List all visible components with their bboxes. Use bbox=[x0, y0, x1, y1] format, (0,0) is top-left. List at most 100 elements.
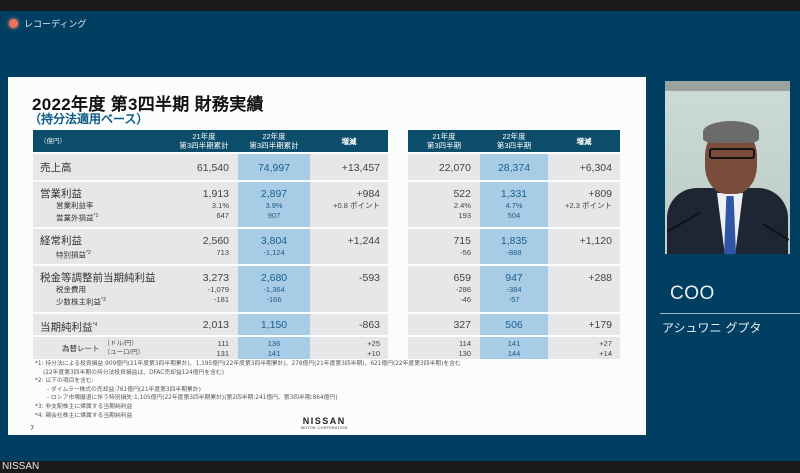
cell-value: 647 bbox=[216, 211, 229, 220]
top-bar bbox=[0, 0, 800, 11]
cell-value: 2.4% bbox=[453, 201, 471, 210]
cell-value: 3,804 bbox=[260, 235, 288, 247]
page-number: 7 bbox=[30, 424, 35, 432]
unit-label: （億円） bbox=[33, 130, 170, 153]
cell-value: 907 bbox=[267, 211, 281, 220]
cell-value: -166 bbox=[266, 295, 282, 304]
nissan-logo: NISSAN MOTOR CORPORATION bbox=[301, 417, 347, 431]
cell-value: 74,997 bbox=[257, 162, 291, 174]
cell-value: 111 bbox=[217, 339, 229, 348]
col-header-fy21-q3-cum: 21年度 第3四半期累計 bbox=[170, 130, 238, 153]
presentation-slide: 2022年度 第3四半期 財務実績 （持分法適用ベース） （億円） 21年度 第3… bbox=[8, 77, 646, 435]
row-label: 為替レート bbox=[62, 343, 100, 353]
footnote: *4: 親会社株主に帰属する当期純利益 bbox=[35, 412, 133, 419]
cell-value: +25 bbox=[367, 339, 380, 348]
col-header-fy21-q3: 21年度 第3四半期 bbox=[408, 130, 480, 153]
cell-value: -384 bbox=[506, 285, 522, 294]
cell-value: 2,897 bbox=[260, 188, 288, 200]
row-sublabel: 営業利益率 bbox=[56, 201, 94, 210]
cell-value: 61,540 bbox=[196, 162, 229, 174]
cell-value: 947 bbox=[505, 272, 523, 284]
speaker-video bbox=[665, 81, 790, 254]
cell-value: +14 bbox=[599, 349, 612, 358]
footnote: *1: 持分法による投資損益:909億円(21年度第3四半期累計)、1,195億… bbox=[35, 361, 461, 367]
cell-value: -56 bbox=[460, 248, 471, 257]
cell-value: 28,374 bbox=[497, 162, 531, 174]
cell-value: 2,560 bbox=[202, 235, 229, 247]
cell-value: 130 bbox=[458, 349, 471, 358]
glasses-icon bbox=[709, 148, 755, 159]
footnote: *3: 非支配株主に帰属する当期純利益 bbox=[35, 403, 133, 410]
cell-value: 504 bbox=[507, 211, 521, 220]
row-sublabel: 税金費用 bbox=[56, 285, 86, 294]
cell-value: +10 bbox=[367, 349, 380, 358]
footnote: - ダイムラー株式の売却益:761億円(21年度第3四半期累計) bbox=[47, 386, 201, 393]
row-sublabel: 特別損益*2 bbox=[56, 250, 91, 260]
table-row-sales: 22,070 28,374 +6,304 bbox=[408, 152, 620, 181]
cell-value: -181 bbox=[213, 295, 229, 304]
fx-usd-label: （ドル/円） bbox=[103, 340, 138, 347]
table-row-ordinary-profit: 715 -56 1,835 -888 +1,120 bbox=[408, 227, 620, 265]
table-header-row: （億円） 21年度 第3四半期累計 22年度 第3四半期累計 増減 bbox=[33, 130, 388, 153]
cell-value: -863 bbox=[358, 319, 380, 331]
fx-eur-label: （ユーロ/円） bbox=[103, 349, 145, 356]
cell-value: 141 bbox=[267, 349, 281, 358]
cell-value: 2,680 bbox=[260, 272, 288, 284]
cell-value: 1,835 bbox=[500, 235, 528, 247]
cell-value: 522 bbox=[453, 188, 471, 200]
cell-value: 131 bbox=[216, 349, 229, 358]
quarterly-results-table: 21年度 第3四半期 22年度 第3四半期 増減 22,070 28,374 +6,… bbox=[408, 130, 620, 359]
cell-value: 715 bbox=[453, 235, 471, 247]
row-label: 経常利益 bbox=[40, 235, 82, 247]
cell-value: +809 bbox=[588, 188, 612, 200]
cell-value: 2,013 bbox=[202, 319, 229, 331]
cell-value: +179 bbox=[588, 319, 612, 331]
table-header-row: 21年度 第3四半期 22年度 第3四半期 増減 bbox=[408, 130, 620, 153]
cell-value: 4.7% bbox=[505, 201, 523, 210]
cell-value: -46 bbox=[460, 295, 471, 304]
row-label: 当期純利益*4 bbox=[40, 321, 98, 334]
row-sublabel: 営業外損益*1 bbox=[56, 213, 99, 223]
slide-title: 2022年度 第3四半期 財務実績 bbox=[32, 95, 264, 114]
cell-value: +288 bbox=[588, 272, 612, 284]
table-row-net-income: 327 506 +179 bbox=[408, 312, 620, 336]
cell-value: +1,120 bbox=[579, 235, 612, 247]
row-label: 税金等調整前当期純利益 bbox=[40, 272, 156, 284]
cell-value: -593 bbox=[358, 272, 380, 284]
cell-value: 713 bbox=[216, 248, 229, 257]
cell-value: +0.8 ポイント bbox=[333, 201, 380, 210]
speaker-role: COO bbox=[670, 283, 715, 304]
cell-value: +2.3 ポイント bbox=[565, 201, 612, 210]
table-row-fx-rate: 為替レート （ドル/円） （ユーロ/円） 111 131 136 141 +25… bbox=[33, 335, 388, 359]
logo-subtext: MOTOR CORPORATION bbox=[301, 426, 348, 430]
table-row-pretax-income: 659 -286 -46 947 -384 -57 +288 bbox=[408, 264, 620, 313]
cell-value: 114 bbox=[459, 339, 471, 348]
cell-value: +984 bbox=[356, 188, 380, 200]
bottom-label: NISSAN bbox=[2, 461, 40, 472]
cell-value: 3,273 bbox=[202, 272, 229, 284]
col-header-change: 増減 bbox=[548, 130, 620, 153]
cell-value: 136 bbox=[267, 339, 281, 348]
cell-value: 1,150 bbox=[260, 319, 288, 331]
row-sublabel: 少数株主利益*3 bbox=[56, 297, 106, 307]
cell-value: +13,457 bbox=[341, 162, 380, 174]
footnote: *2: 以下の項目を含む: bbox=[35, 378, 94, 385]
cell-value: 659 bbox=[453, 272, 471, 284]
cell-value: -1,364 bbox=[263, 285, 285, 294]
table-row-operating-profit: 営業利益 営業利益率 営業外損益*1 1,913 3.1% 647 2,897 … bbox=[33, 180, 388, 228]
footnote: - ロシア市場撤退に伴う特別損失:1,105億円(22年度第3四半期累計)(第2… bbox=[47, 395, 338, 402]
footnote: (22年度第3四半期の持分法投資損益は、DFAC売却益124億円を含む) bbox=[43, 369, 224, 376]
speaker-name: アシュワニ グプタ bbox=[662, 321, 762, 335]
table-row-operating-profit: 522 2.4% 193 1,331 4.7% 504 +809 +2.3 ポイ… bbox=[408, 180, 620, 228]
recording-label: レコーディング bbox=[24, 20, 87, 30]
cell-value: 141 bbox=[507, 339, 521, 348]
cell-value: 1,913 bbox=[202, 188, 229, 200]
recording-indicator: レコーディング bbox=[9, 17, 86, 30]
cell-value: +6,304 bbox=[579, 162, 612, 174]
cell-value: 144 bbox=[507, 349, 521, 358]
footnotes: *1: 持分法による投資損益:909億円(21年度第3四半期累計)、1,195億… bbox=[35, 360, 461, 420]
cell-value: 327 bbox=[453, 319, 471, 331]
table-row-pretax-income: 税金等調整前当期純利益 税金費用 少数株主利益*3 3,273 -1,079 -… bbox=[33, 264, 388, 313]
cell-value: 506 bbox=[505, 319, 523, 331]
col-header-fy22-q3-cum: 22年度 第3四半期累計 bbox=[238, 130, 310, 153]
